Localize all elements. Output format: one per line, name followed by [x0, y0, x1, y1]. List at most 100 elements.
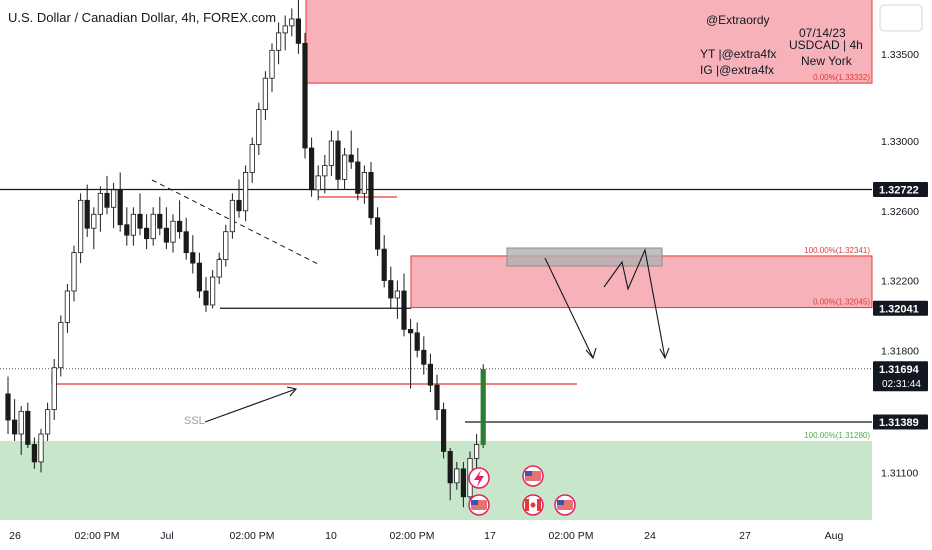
candle[interactable] — [78, 193, 84, 264]
candle[interactable] — [137, 193, 143, 236]
candle[interactable] — [18, 406, 24, 455]
price-label[interactable]: 1.31694 02:31:44 — [873, 361, 928, 392]
candle[interactable] — [427, 353, 434, 393]
candle[interactable] — [381, 235, 387, 288]
settings-box-icon[interactable] — [879, 4, 923, 32]
candle-body — [137, 213, 143, 229]
candle[interactable] — [355, 147, 361, 201]
candle[interactable] — [190, 235, 196, 274]
candle[interactable] — [289, 8, 295, 37]
candle-body — [440, 409, 447, 452]
candle[interactable] — [216, 252, 222, 285]
candle[interactable] — [25, 402, 31, 448]
candle[interactable] — [170, 214, 176, 253]
candle[interactable] — [460, 461, 467, 508]
candle[interactable] — [124, 207, 130, 246]
candle[interactable] — [176, 200, 183, 239]
price-axis[interactable] — [872, 0, 932, 550]
candle[interactable] — [51, 359, 57, 421]
candle[interactable] — [64, 284, 70, 333]
candle-body — [256, 109, 262, 145]
candle[interactable] — [322, 154, 328, 194]
price-label[interactable]: 1.31389 — [873, 414, 928, 430]
candle[interactable] — [401, 273, 407, 337]
candle[interactable] — [308, 137, 315, 197]
candle[interactable] — [196, 252, 202, 298]
candle[interactable] — [111, 182, 117, 229]
candle[interactable] — [269, 43, 275, 93]
countdown-text: 02:31:44 — [882, 379, 921, 390]
us-flag-icon[interactable] — [468, 494, 490, 516]
candle[interactable] — [315, 165, 321, 201]
candle[interactable] — [236, 179, 242, 218]
time-axis[interactable] — [0, 520, 932, 550]
candle[interactable] — [143, 214, 150, 250]
x-tick-label: Aug — [825, 530, 844, 542]
candle[interactable] — [262, 71, 269, 121]
zone-label: 100.00%(1.32341) — [804, 246, 870, 255]
candle[interactable] — [84, 184, 90, 237]
candle[interactable] — [421, 336, 427, 375]
candle[interactable] — [150, 207, 156, 246]
us-flag-icon[interactable] — [554, 494, 576, 516]
candle[interactable] — [203, 277, 209, 312]
candle[interactable] — [361, 165, 368, 204]
candle[interactable] — [295, 0, 302, 54]
candle[interactable] — [117, 172, 123, 232]
candle[interactable] — [249, 137, 255, 183]
trendline-dashed[interactable] — [151, 179, 319, 265]
candle[interactable] — [104, 175, 110, 215]
candle[interactable] — [414, 322, 420, 358]
candle[interactable] — [407, 318, 414, 389]
candle[interactable] — [282, 15, 288, 51]
lightning-icon[interactable] — [468, 467, 490, 489]
candle[interactable] — [229, 193, 235, 239]
candle[interactable] — [480, 364, 486, 448]
candle[interactable] — [91, 207, 97, 250]
candle[interactable] — [5, 376, 11, 435]
candle[interactable] — [440, 402, 447, 459]
candle[interactable] — [275, 22, 282, 65]
candle[interactable] — [163, 207, 169, 250]
candle-body — [473, 444, 480, 459]
price-labels: 1.32722 1.32041 1.31694 02:31:44 1.31389 — [873, 182, 928, 430]
candle[interactable] — [388, 266, 394, 309]
candle[interactable] — [473, 434, 480, 473]
canada-flag-icon[interactable] — [522, 494, 544, 516]
candle[interactable] — [374, 207, 381, 257]
price-label[interactable]: 1.32041 — [873, 300, 928, 316]
candle[interactable] — [223, 224, 229, 267]
candle-body — [289, 18, 295, 27]
candle[interactable] — [183, 217, 189, 260]
candle[interactable] — [242, 165, 249, 222]
candle-body — [216, 259, 222, 278]
candle[interactable] — [11, 399, 18, 441]
candle[interactable] — [130, 207, 136, 246]
candle[interactable] — [256, 102, 262, 155]
candle[interactable] — [38, 428, 44, 473]
candle-body — [203, 290, 209, 306]
candle[interactable] — [71, 245, 77, 302]
candle[interactable] — [328, 130, 335, 176]
candle[interactable] — [434, 374, 440, 421]
candle[interactable] — [157, 196, 163, 236]
candle[interactable] — [368, 161, 374, 225]
candle[interactable] — [31, 437, 38, 469]
us-flag-icon[interactable] — [522, 465, 544, 487]
candle-body — [124, 224, 130, 236]
candle[interactable] — [335, 130, 341, 190]
candles-group[interactable] — [5, 0, 486, 508]
candle[interactable] — [97, 186, 103, 232]
candle[interactable] — [341, 147, 348, 190]
price-label[interactable]: 1.32722 — [873, 182, 928, 197]
candle[interactable] — [348, 130, 354, 169]
candle[interactable] — [209, 270, 216, 309]
candle[interactable] — [58, 315, 64, 377]
candle[interactable] — [302, 32, 308, 159]
candle[interactable] — [454, 461, 460, 490]
candle[interactable] — [394, 280, 401, 319]
candle[interactable] — [447, 447, 453, 501]
event-icons[interactable] — [468, 465, 576, 516]
candle[interactable] — [45, 402, 51, 441]
